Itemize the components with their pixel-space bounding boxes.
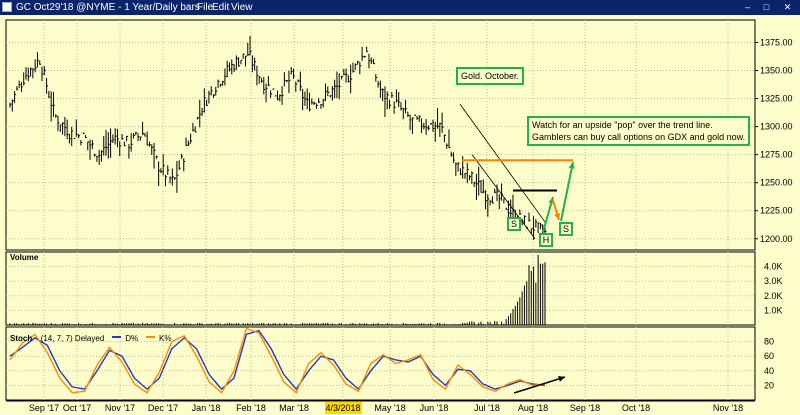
pattern-head: H [539, 233, 553, 247]
volume-y-tick-label: 4.0K [764, 262, 783, 272]
stoch-line-k [9, 327, 546, 394]
green-arrow-long [560, 161, 574, 222]
pattern-left-shoulder: S [507, 217, 521, 231]
downtrend-lower-line [471, 154, 536, 240]
app-icon [2, 2, 12, 12]
note-annotation: Watch for an upside "pop" over the trend… [527, 116, 751, 146]
price-y-tick-label: 1300.00 [760, 122, 793, 132]
x-tick-label: May '18 [374, 403, 405, 413]
x-tick-label: Dec '17 [148, 403, 178, 413]
stoch-y-tick-label: 80 [764, 337, 774, 347]
price-chart-area: Sep '17 Oct '17 Nov '17 Dec '17 Jan '18 Feb '… [5, 19, 793, 414]
stoch-d-swatch [111, 335, 121, 338]
title-annotation: Gold. October. [456, 67, 525, 85]
volume-pane-border [5, 251, 756, 326]
close-icon[interactable]: ✕ [783, 2, 792, 12]
note-line-1: Watch for an upside "pop" over the trend… [532, 120, 713, 130]
menu-edit[interactable]: Edit [212, 2, 230, 13]
stoch-d-legend: D% [125, 334, 139, 343]
x-tick-highlight [325, 402, 362, 414]
stoch-line-d [9, 329, 546, 391]
price-pane-border [5, 19, 756, 251]
x-tick-label: Jul '18 [474, 403, 500, 413]
volume-y-tick-label: 2.0K [764, 291, 783, 301]
price-y-tick-label: 1350.00 [760, 65, 793, 75]
x-tick-label: Aug '18 [518, 403, 548, 413]
menu-file[interactable]: File [197, 2, 214, 13]
x-tick-label: Oct '18 [622, 403, 650, 413]
maximize-icon[interactable]: □ [763, 2, 770, 12]
stoch-k-legend: K% [158, 334, 172, 343]
minimize-icon[interactable]: – [744, 2, 750, 12]
title-annotation-text: Gold. October. [461, 71, 520, 81]
x-tick-label: Sep '18 [570, 403, 600, 413]
stoch-y-tick-label: 20 [764, 380, 774, 390]
stoch-k-swatch [145, 335, 155, 338]
window-title: GC Oct29'18 @NYME - 1 Year/Daily bars [16, 2, 200, 13]
x-tick-label: Mar '18 [279, 403, 309, 413]
downtrend-upper-line [459, 103, 546, 223]
x-tick-label: Sep '17 [29, 403, 59, 413]
price-bars [9, 35, 547, 240]
volume-y-tick-label: 3.0K [764, 276, 783, 286]
green-arrow-long-head [568, 162, 575, 169]
stoch-y-tick-label: 60 [764, 351, 774, 361]
stoch-y-tick-label: 40 [764, 366, 774, 376]
stoch-pane-label: Stoch [10, 334, 33, 343]
volume-bars [9, 254, 546, 325]
stoch-trend-arrow [513, 376, 566, 394]
price-y-tick-label: 1275.00 [760, 150, 793, 160]
x-tick-label: Oct '17 [63, 403, 91, 413]
note-line-2: Gamblers can buy call options on GDX and… [532, 132, 746, 142]
menu-view[interactable]: View [231, 2, 253, 13]
orange-arrow-head [554, 213, 561, 220]
x-tick-label: Jan '18 [192, 403, 221, 413]
x-tick-label: Jun '18 [420, 403, 449, 413]
x-tick-label: 4/3/2018 [325, 403, 360, 413]
title-bar: GC Oct29'18 @NYME - 1 Year/Daily bars Fi… [0, 0, 800, 15]
stoch-pane-border [5, 326, 756, 401]
stoch-legend: Stoch (14, 7, 7) Delayed D% K% [10, 328, 172, 343]
stoch-trend-arrow-head [558, 375, 565, 382]
x-tick-label: Nov '18 [713, 403, 743, 413]
stoch-params: (14, 7, 7) Delayed [40, 334, 105, 343]
volume-pane-label: Volume [10, 253, 39, 262]
x-tick-label: Feb '18 [236, 403, 266, 413]
x-tick-label: Nov '17 [105, 403, 135, 413]
price-y-tick-label: 1200.00 [760, 234, 793, 244]
price-y-tick-label: 1250.00 [760, 178, 793, 188]
price-y-tick-label: 1225.00 [760, 206, 793, 216]
price-y-tick-label: 1325.00 [760, 94, 793, 104]
price-y-tick-label: 1375.00 [760, 37, 793, 47]
pattern-right-shoulder: S [559, 222, 573, 236]
volume-y-tick-label: 1.0K [764, 305, 783, 315]
